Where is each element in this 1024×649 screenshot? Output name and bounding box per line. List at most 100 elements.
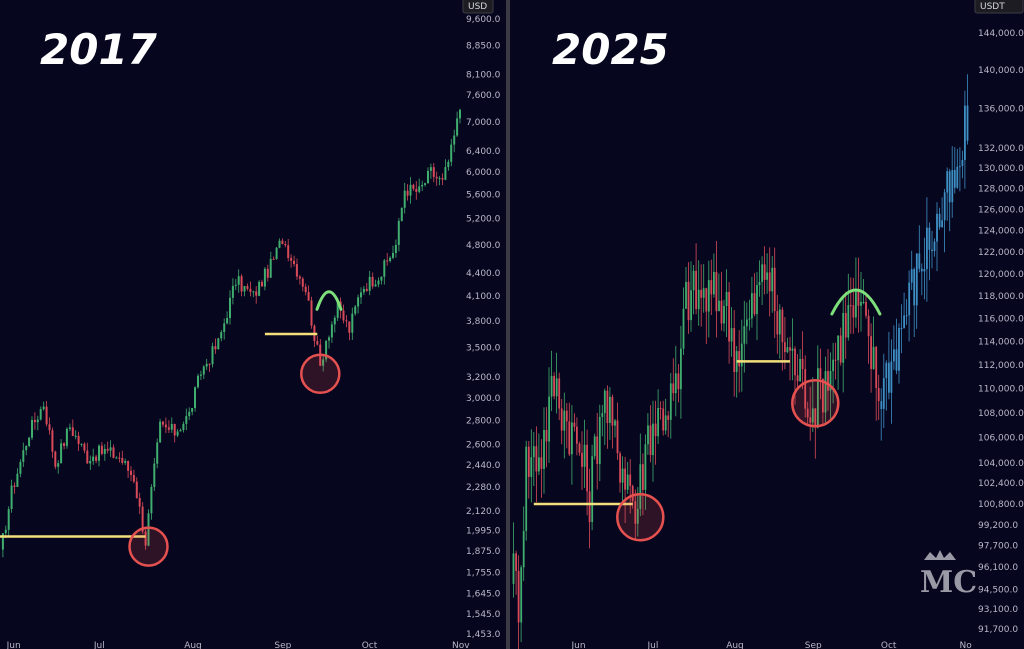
candle-body [933,241,936,252]
y-tick-label: 104,000.0 [978,459,1024,469]
candle-body [827,371,829,391]
candle-body [571,422,573,455]
candle-body [931,249,933,252]
y-tick-label: 1,995.0 [466,527,501,537]
candle-body [261,281,263,287]
candle-body [74,435,77,437]
candle-body [867,315,870,337]
candle-body [626,474,629,490]
candle-body [229,297,231,318]
candle-body [761,264,763,282]
candle-body [946,171,949,193]
candle-body [530,457,533,477]
candle-body [573,422,576,427]
y-tick-label: 122,000.0 [978,248,1024,258]
chart-panel-2017: 9,600.0 8,850.0 8,100.0 7,600.0 7,000.0 6,400… [0,0,501,649]
y-tick-label: 112,000.0 [978,361,1024,371]
y-tick-label: 116,000.0 [978,315,1024,325]
y-tick-label: 97,700.0 [978,541,1018,551]
candle-body [890,361,893,393]
y-tick-label: 108,000.0 [978,409,1024,419]
x-tick-label: Nov [452,641,470,649]
candle-body [616,420,619,454]
candle-body [538,457,540,472]
y-tick-label: 1,645.0 [466,590,501,600]
candle-body [865,301,867,316]
candle-body [328,337,330,341]
candle-body [205,363,208,367]
candle-body [652,423,654,456]
y-tick-label: 102,400.0 [978,479,1024,489]
candle-body [520,567,523,623]
candle-body [226,318,229,324]
candle-body [941,220,943,228]
y-tick-label: 120,000.0 [978,270,1024,280]
candle-body [86,450,89,464]
candle-body [365,288,368,291]
candle-body [429,167,432,171]
candle-body [644,444,647,490]
candle-body [715,272,718,312]
candle-body [25,446,28,451]
candle-body [578,443,581,453]
candle-body [862,301,865,303]
candle-body [687,281,690,321]
candle-body [371,276,374,287]
candle-body [915,253,918,306]
candle-body [284,244,287,246]
candle-body [16,473,19,487]
x-tick-label: Jul [93,641,105,649]
candle-body [115,457,118,459]
y-tick-label: 3,500.0 [466,344,501,354]
candle-body [926,227,928,270]
y-tick-label: 6,000.0 [466,168,501,178]
y-tick-label: 124,000.0 [978,227,1024,237]
candle-body [611,396,614,426]
y-tick-label: 4,400.0 [466,269,501,279]
candle-body [368,276,371,291]
candle-body [298,276,301,279]
year-label-2025: 2025 [552,25,669,74]
x-tick-label: No [960,641,973,649]
candle-body [150,487,153,514]
candle-body [403,190,406,208]
y-tick-label: 94,500.0 [978,585,1018,595]
candle-body [629,474,632,486]
candle-body [266,268,269,278]
candle-body [778,309,781,335]
candle-body [849,305,852,307]
y-tick-label: 1,453.0 [466,630,501,640]
candle-body [424,183,426,185]
candle-body [322,359,325,366]
candle-body [418,186,421,192]
candle-body [786,347,789,353]
candle-body [185,416,188,424]
candle-body [173,424,176,436]
candle-body [342,310,345,321]
candle-body [710,280,713,295]
y-tick-label: 3,000.0 [466,394,501,404]
candle-body [438,178,441,180]
y-tick-label: 130,000.0 [978,164,1024,174]
candle-body [842,313,845,363]
candle-body [348,321,351,333]
candle-body [237,276,240,285]
candle-body [522,531,525,568]
candle-body [28,437,31,446]
candle-body [106,448,109,451]
candle-body [333,317,336,325]
candle-body [776,311,779,335]
x-tick-label: Jun [6,641,21,649]
candle-body [814,408,817,428]
x-tick-label: Aug [726,641,744,649]
candle-body [147,513,150,546]
candle-body [550,375,553,397]
candle-body [649,425,652,455]
candle-body [415,188,418,192]
candle-body [824,371,827,413]
candle-body [555,378,558,397]
candle-body [83,443,86,451]
currency-badge [462,0,494,14]
candle-body [325,340,328,360]
